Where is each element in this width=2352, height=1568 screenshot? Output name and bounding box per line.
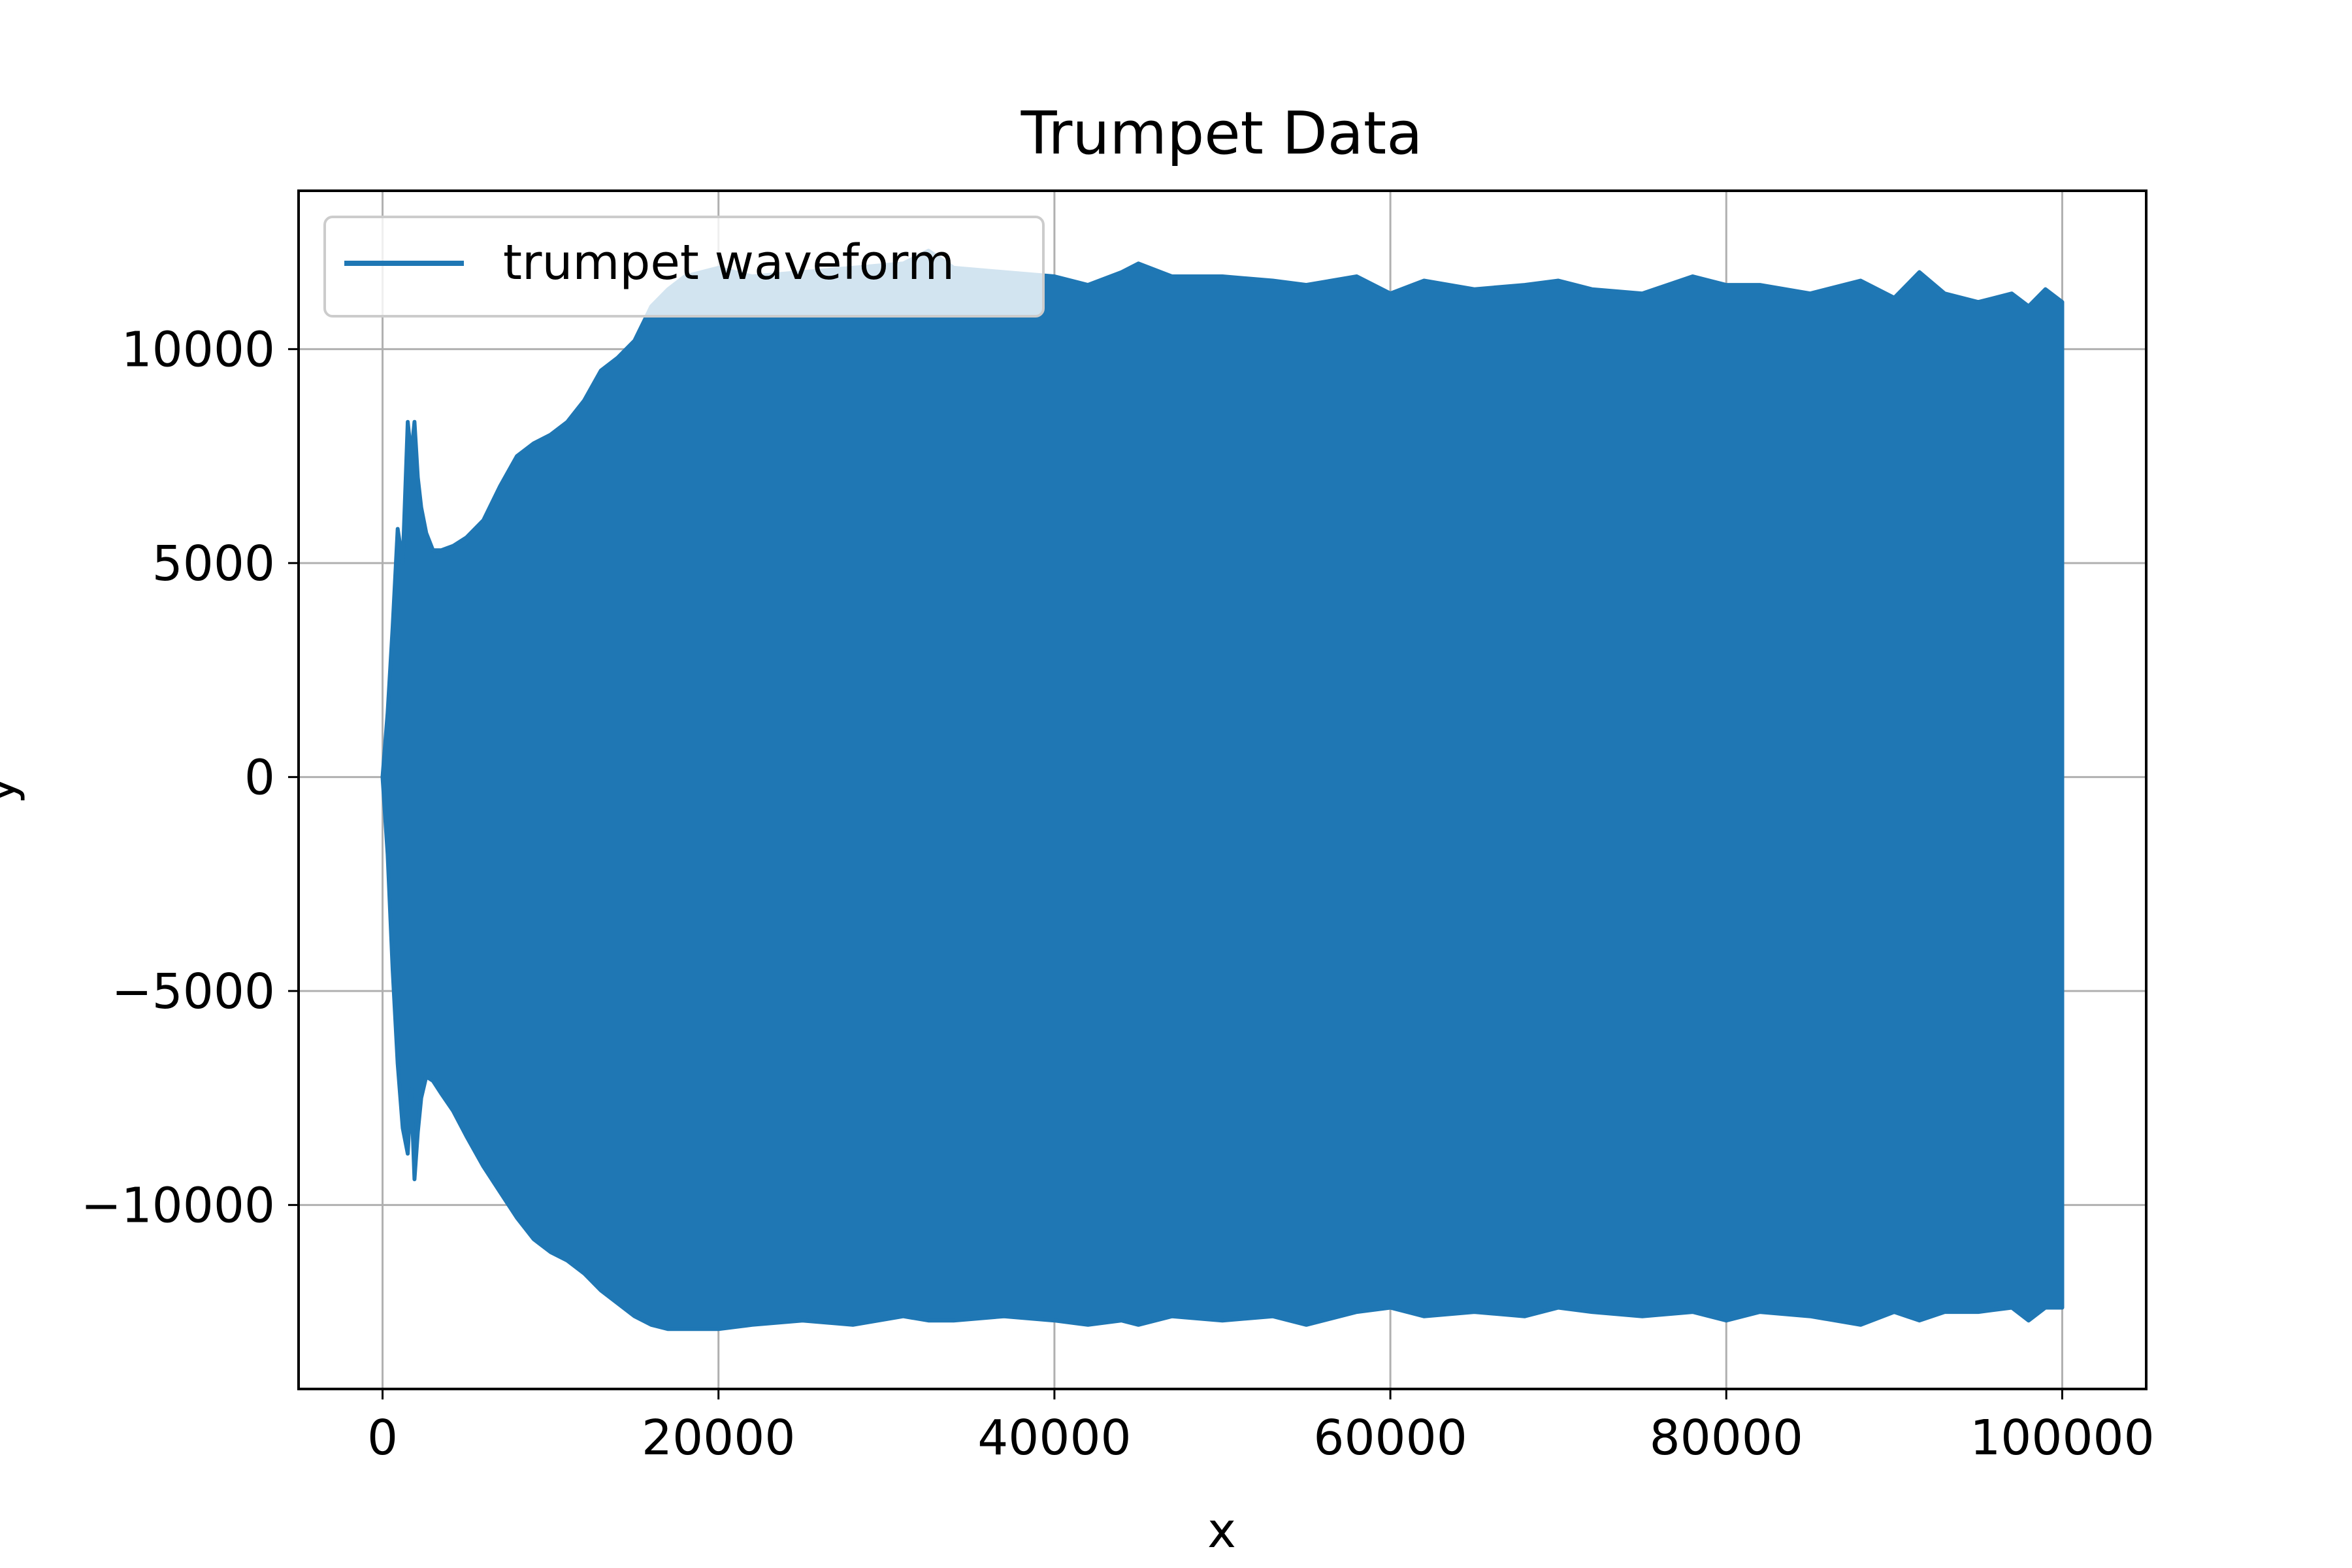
chart-title: Trumpet Data [1021,99,1423,168]
y-axis-ticks: 10000 5000 0 −5000 −10000 [81,321,299,1233]
x-tick-label: 40000 [977,1410,1131,1466]
x-axis-ticks: 0 20000 40000 60000 80000 100000 [367,1389,2155,1466]
x-tick-label: 0 [367,1410,398,1466]
legend: trumpet waveform [323,216,1045,318]
plot-frame [297,189,2148,1390]
x-tick-label: 60000 [1313,1410,1467,1466]
x-tick-label: 80000 [1650,1410,1803,1466]
y-tick-label: 0 [244,749,275,806]
y-tick-label: −10000 [81,1177,275,1233]
y-tick-label: −5000 [112,964,275,1020]
x-axis-label: x [1207,1503,1236,1559]
legend-box [323,216,1045,318]
x-tick-label: 20000 [642,1410,795,1466]
series-waveform [380,248,2065,1331]
y-axis-label: y [0,776,26,804]
x-tick-label: 100000 [1970,1410,2155,1466]
plot-series [380,248,2065,1331]
legend-label: trumpet waveform [503,235,955,291]
y-tick-label: 5000 [152,536,275,592]
y-tick-label: 10000 [122,321,275,378]
